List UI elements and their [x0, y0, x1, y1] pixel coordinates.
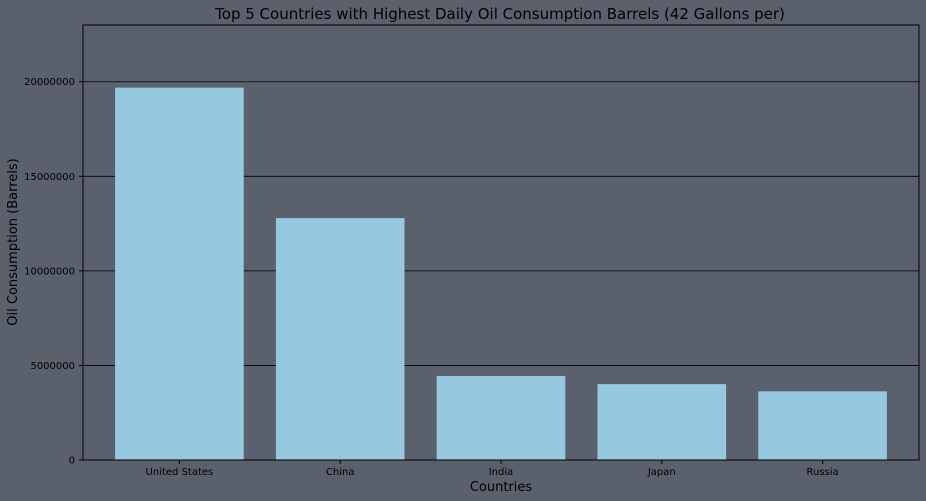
- bar-japan: [597, 384, 727, 460]
- bar-india: [436, 375, 566, 460]
- y-tick-label: 20000000: [24, 77, 75, 88]
- y-tick-label: 5000000: [30, 361, 75, 372]
- x-tick-label: Russia: [807, 467, 839, 478]
- x-tick-label: India: [489, 467, 514, 478]
- chart-title: Top 5 Countries with Highest Daily Oil C…: [214, 5, 785, 23]
- bar-china: [275, 218, 405, 460]
- x-ticks: United States China India Japan Russia: [146, 460, 839, 478]
- y-axis-label: Oil Consumption (Barrels): [6, 158, 21, 325]
- x-tick-label: United States: [146, 467, 214, 478]
- y-tick-label: 10000000: [24, 266, 75, 277]
- x-tick-label: China: [326, 467, 355, 478]
- bar-united-states: [115, 87, 244, 460]
- y-tick-label: 0: [69, 456, 75, 467]
- bar-russia: [758, 391, 887, 460]
- x-tick-label: Japan: [647, 467, 676, 478]
- bars: [115, 87, 887, 460]
- y-tick-label: 15000000: [24, 172, 75, 183]
- y-ticks: 0 5000000 10000000 15000000 20000000: [24, 77, 83, 467]
- x-axis-label: Countries: [470, 480, 533, 495]
